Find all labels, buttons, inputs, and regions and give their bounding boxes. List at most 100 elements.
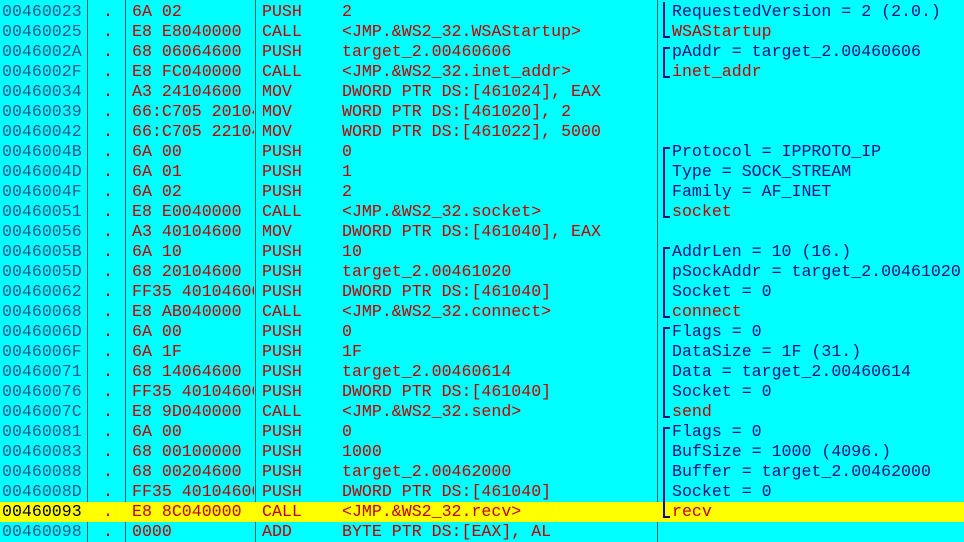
comment: BufSize = 1000 (4096.) bbox=[672, 442, 892, 461]
instruction-row[interactable]: 0046006F. 6A 1F PUSH 1F DataSize = 1F (31.) bbox=[0, 342, 964, 362]
marker: . bbox=[103, 342, 113, 361]
operand: DWORD PTR DS:[461040], EAX bbox=[342, 222, 601, 241]
comment: connect bbox=[672, 302, 742, 321]
instruction-row[interactable]: 0046004D. 6A 01 PUSH 1 Type = SOCK_STREAM bbox=[0, 162, 964, 182]
bracket bbox=[663, 442, 665, 462]
marker: . bbox=[103, 502, 113, 521]
hex-bytes: 68 20104600 bbox=[132, 262, 242, 281]
address: 0046004D bbox=[2, 162, 82, 181]
mnemonic: MOV bbox=[262, 102, 292, 121]
marker: . bbox=[103, 262, 113, 281]
mnemonic: PUSH bbox=[262, 422, 302, 441]
hex-bytes: 6A 00 bbox=[132, 322, 182, 341]
instruction-row[interactable]: 00460081. 6A 00 PUSH 0 Flags = 0 bbox=[0, 422, 964, 442]
marker: . bbox=[103, 62, 113, 81]
bracket bbox=[663, 342, 665, 362]
comment: Flags = 0 bbox=[672, 322, 762, 341]
marker: . bbox=[103, 222, 113, 241]
instruction-row[interactable]: 00460025. E8 E8040000 CALL <JMP.&WS2_32.WSA… bbox=[0, 22, 964, 42]
operand: <JMP.&WS2_32.WSAStartup> bbox=[342, 22, 581, 41]
comment: send bbox=[672, 402, 712, 421]
comment: Socket = 0 bbox=[672, 282, 772, 301]
instruction-row[interactable]: 00460062. FF35 40104600 PUSH DWORD PTR DS:[… bbox=[0, 282, 964, 302]
operand: DWORD PTR DS:[461024], EAX bbox=[342, 82, 601, 101]
instruction-row[interactable]: 00460093. E8 8C040000 CALL <JMP.&WS2_32.rec… bbox=[0, 502, 964, 522]
operand: 2 bbox=[342, 182, 352, 201]
instruction-row[interactable]: 0046007C. E8 9D040000 CALL <JMP.&WS2_32.sen… bbox=[0, 402, 964, 422]
address: 0046005B bbox=[2, 242, 82, 261]
comment: Family = AF_INET bbox=[672, 182, 832, 201]
marker: . bbox=[103, 82, 113, 101]
instruction-row[interactable]: 00460076. FF35 40104600 PUSH DWORD PTR DS:[… bbox=[0, 382, 964, 402]
marker: . bbox=[103, 182, 113, 201]
operand: 0 bbox=[342, 322, 352, 341]
marker: . bbox=[103, 162, 113, 181]
hex-bytes: E8 9D040000 bbox=[132, 402, 242, 421]
instruction-row[interactable]: 0046004B. 6A 00 PUSH 0 Protocol = IPPROTO_IP bbox=[0, 142, 964, 162]
instruction-row[interactable]: 0046005B. 6A 10 PUSH 10 AddrLen = 10 (16.) bbox=[0, 242, 964, 262]
address: 0046008D bbox=[2, 482, 82, 501]
bracket bbox=[663, 502, 665, 518]
operand: target_2.00461020 bbox=[342, 262, 512, 281]
address: 00460071 bbox=[2, 362, 82, 381]
mnemonic: MOV bbox=[262, 222, 292, 241]
instruction-row[interactable]: 00460056. A3 40104600 MOV DWORD PTR DS:[461… bbox=[0, 222, 964, 242]
mnemonic: PUSH bbox=[262, 262, 302, 281]
address: 00460051 bbox=[2, 202, 82, 221]
instruction-row[interactable]: 0046002F. E8 FC040000 CALL <JMP.&WS2_32.ine… bbox=[0, 62, 964, 82]
instruction-row[interactable]: 0046006D. 6A 00 PUSH 0 Flags = 0 bbox=[0, 322, 964, 342]
address: 00460076 bbox=[2, 382, 82, 401]
mnemonic: PUSH bbox=[262, 162, 302, 181]
address: 00460042 bbox=[2, 122, 82, 141]
mnemonic: CALL bbox=[262, 502, 302, 521]
hex-bytes: 68 06064600 bbox=[132, 42, 242, 61]
instruction-row[interactable]: 00460051. E8 E0040000 CALL <JMP.&WS2_32.soc… bbox=[0, 202, 964, 222]
marker: . bbox=[103, 522, 113, 541]
bracket bbox=[663, 22, 665, 38]
address: 00460023 bbox=[2, 2, 82, 21]
marker: . bbox=[103, 442, 113, 461]
instruction-row[interactable]: 0046008D. FF35 40104600 PUSH DWORD PTR DS:[… bbox=[0, 482, 964, 502]
comment: AddrLen = 10 (16.) bbox=[672, 242, 852, 261]
mnemonic: PUSH bbox=[262, 242, 302, 261]
instruction-row[interactable]: 00460042. 66:C705 22104 MOV WORD PTR DS:[46… bbox=[0, 122, 964, 142]
mnemonic: PUSH bbox=[262, 282, 302, 301]
marker: . bbox=[103, 2, 113, 21]
comment: Flags = 0 bbox=[672, 422, 762, 441]
instruction-row[interactable]: 0046002A. 68 06064600 PUSH target_2.0046060… bbox=[0, 42, 964, 62]
comment: Type = SOCK_STREAM bbox=[672, 162, 852, 181]
instruction-row[interactable]: 00460088. 68 00204600 PUSH target_2.0046200… bbox=[0, 462, 964, 482]
bracket bbox=[663, 247, 670, 249]
address: 0046006F bbox=[2, 342, 82, 361]
comment: RequestedVersion = 2 (2.0.) bbox=[672, 2, 941, 21]
comment: pSockAddr = target_2.00461020 bbox=[672, 262, 961, 281]
instruction-row[interactable]: 00460039. 66:C705 20104 MOV WORD PTR DS:[46… bbox=[0, 102, 964, 122]
instruction-row[interactable]: 00460098. 0000 ADD BYTE PTR DS:[EAX], AL bbox=[0, 522, 964, 542]
address: 0046002F bbox=[2, 62, 82, 81]
address: 00460068 bbox=[2, 302, 82, 321]
instruction-row[interactable]: 00460034. A3 24104600 MOV DWORD PTR DS:[461… bbox=[0, 82, 964, 102]
instruction-row[interactable]: 00460023. 6A 02 PUSH 2 RequestedVersion = 2 … bbox=[0, 2, 964, 22]
operand: target_2.00460606 bbox=[342, 42, 512, 61]
comment: Data = target_2.00460614 bbox=[672, 362, 911, 381]
hex-bytes: A3 24104600 bbox=[132, 82, 242, 101]
instruction-row[interactable]: 00460071. 68 14064600 PUSH target_2.0046061… bbox=[0, 362, 964, 382]
comment: Protocol = IPPROTO_IP bbox=[672, 142, 882, 161]
bracket bbox=[663, 147, 670, 149]
mnemonic: MOV bbox=[262, 82, 292, 101]
comment: socket bbox=[672, 202, 732, 221]
instruction-row[interactable]: 0046005D. 68 20104600 PUSH target_2.0046102… bbox=[0, 262, 964, 282]
operand: 1000 bbox=[342, 442, 382, 461]
marker: . bbox=[103, 122, 113, 141]
address: 00460062 bbox=[2, 282, 82, 301]
operand: <JMP.&WS2_32.connect> bbox=[342, 302, 552, 321]
bracket bbox=[663, 482, 665, 502]
instruction-row[interactable]: 0046004F. 6A 02 PUSH 2 Family = AF_INET bbox=[0, 182, 964, 202]
marker: . bbox=[103, 242, 113, 261]
hex-bytes: 6A 02 bbox=[132, 182, 182, 201]
instruction-row[interactable]: 00460068. E8 AB040000 CALL <JMP.&WS2_32.con… bbox=[0, 302, 964, 322]
bracket bbox=[663, 416, 670, 418]
address: 0046005D bbox=[2, 262, 82, 281]
instruction-row[interactable]: 00460083. 68 00100000 PUSH 1000 BufSize = 10… bbox=[0, 442, 964, 462]
marker: . bbox=[103, 42, 113, 61]
